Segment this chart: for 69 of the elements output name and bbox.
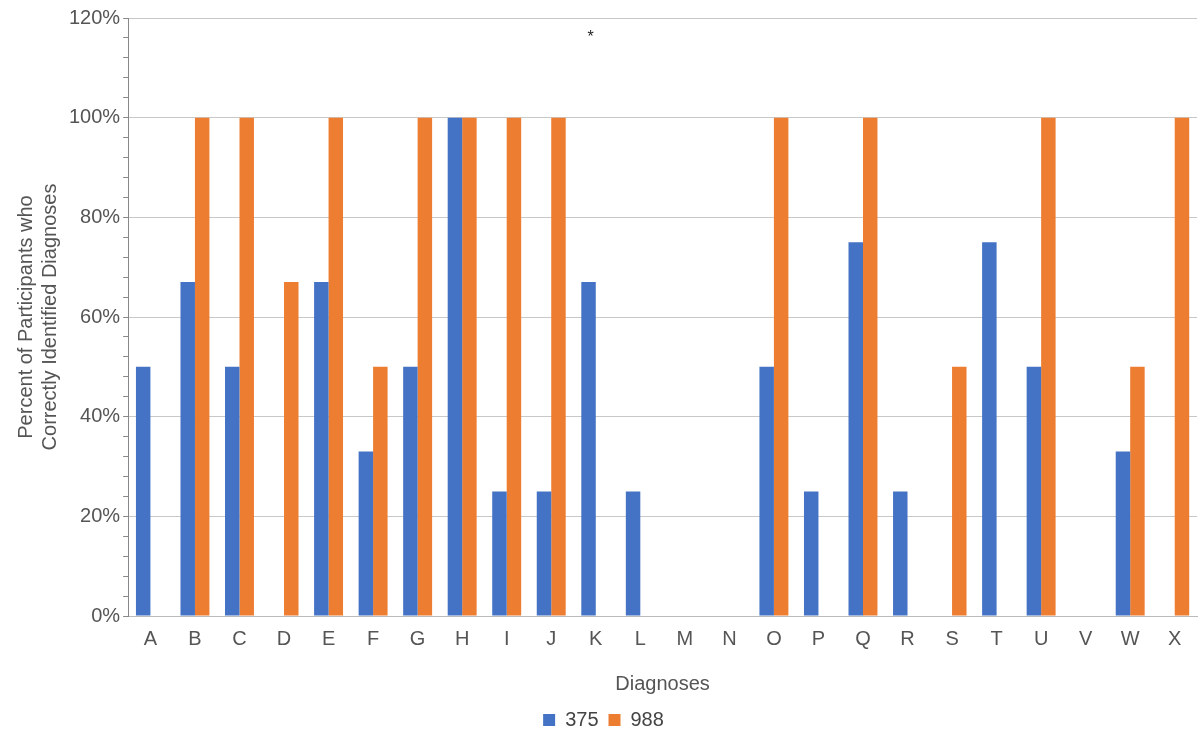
- x-tick-label: C: [232, 626, 247, 649]
- x-tick-label: H: [454, 626, 470, 649]
- x-tick-label: S: [945, 626, 959, 649]
- bar: [403, 366, 418, 616]
- x-tick-label: X: [1168, 626, 1182, 649]
- x-tick-label: L: [634, 626, 646, 649]
- bar: [551, 117, 566, 616]
- y-tick-label: 100%: [69, 105, 121, 128]
- bar: [328, 117, 344, 616]
- bar: [492, 491, 507, 616]
- legend-label: 988: [630, 707, 664, 730]
- x-tick-label: V: [1078, 626, 1093, 649]
- x-tick-label: D: [276, 626, 292, 649]
- bar: [862, 117, 878, 616]
- y-axis-title: Percent of Participants who Correctly Identified Diagnoses: [13, 183, 60, 451]
- bar: [239, 117, 254, 616]
- x-tick-label: K: [589, 626, 604, 649]
- y-tick-label: 0%: [91, 603, 121, 626]
- bar: [417, 117, 433, 616]
- x-tick-label: M: [676, 626, 694, 649]
- bar: [536, 491, 552, 616]
- bar: [1174, 117, 1190, 616]
- x-tick-label: R: [900, 626, 915, 649]
- x-tick-label: A: [143, 626, 158, 649]
- bar: [1041, 117, 1056, 616]
- x-tick-label: I: [503, 626, 510, 649]
- y-tick-label: 40%: [80, 404, 121, 427]
- x-tick-label: E: [321, 626, 336, 649]
- bar: [581, 282, 596, 616]
- y-tick-label: 60%: [80, 304, 121, 327]
- bar: [358, 451, 374, 616]
- x-tick-label: G: [409, 626, 426, 649]
- x-tick-label: W: [1120, 626, 1140, 649]
- bar: [982, 242, 997, 616]
- bar: [314, 282, 329, 616]
- x-tick-label: F: [366, 626, 380, 649]
- x-tick-label: N: [722, 626, 737, 649]
- bar: [848, 242, 863, 616]
- x-axis-title: Diagnoses: [615, 671, 710, 694]
- bar: [447, 117, 463, 616]
- bar: [773, 117, 789, 616]
- bar: [803, 491, 819, 616]
- annotation: *: [587, 28, 594, 46]
- bar: [893, 491, 908, 616]
- bar: [194, 117, 210, 616]
- x-tick-label: J: [546, 626, 557, 649]
- x-tick-label: O: [766, 626, 782, 649]
- legend-label: 375: [565, 707, 599, 730]
- x-tick-label: B: [188, 626, 202, 649]
- bar: [180, 282, 195, 616]
- bar: [1130, 366, 1145, 616]
- bar: [952, 366, 967, 616]
- bar: [759, 366, 774, 616]
- x-tick-label: U: [1033, 626, 1049, 649]
- bar: [225, 366, 240, 616]
- bar: [373, 366, 388, 616]
- bar: [506, 117, 522, 616]
- x-tick-label: Q: [855, 626, 871, 649]
- bar: [1026, 366, 1042, 616]
- x-tick-label: T: [990, 626, 1003, 649]
- bar: [1115, 451, 1131, 616]
- y-tick-label: 120%: [69, 5, 121, 28]
- bar: [284, 282, 299, 616]
- x-tick-label: P: [811, 626, 826, 649]
- y-tick-label: 20%: [80, 503, 121, 526]
- bar: [462, 117, 477, 616]
- y-tick-label: 80%: [80, 204, 121, 227]
- bar: [625, 491, 641, 616]
- bar: [135, 366, 151, 616]
